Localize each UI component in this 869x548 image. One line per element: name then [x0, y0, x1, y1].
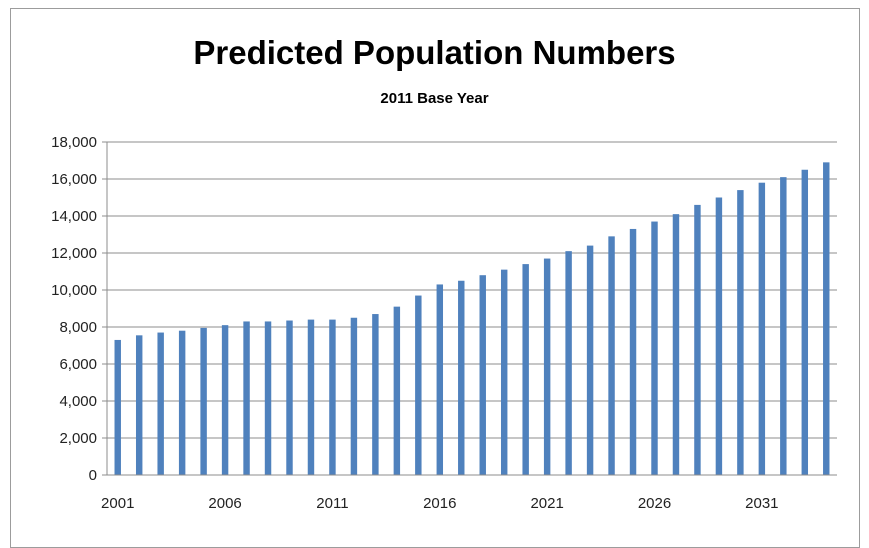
bar-2027 [672, 214, 680, 475]
bar-2021 [543, 258, 551, 475]
x-tick-label: 2006 [208, 495, 241, 512]
x-tick-label: 2021 [530, 495, 563, 512]
chart-subtitle: 2011 Base Year [380, 90, 489, 107]
bar-2029 [715, 197, 723, 475]
bar-2034 [823, 162, 830, 475]
bar-2018 [479, 275, 486, 475]
bar-2014 [393, 306, 401, 475]
bar-2004 [178, 330, 186, 475]
y-tick-label: 10,000 [51, 282, 97, 299]
bar-2010 [307, 319, 315, 475]
bar-2007 [243, 321, 250, 475]
x-tick-label: 2031 [745, 495, 778, 512]
chart-title: Predicted Population Numbers [193, 34, 676, 71]
y-tick-label: 2,000 [59, 430, 97, 447]
bar-2016 [436, 284, 444, 475]
bar-2002 [135, 335, 143, 475]
bar-2022 [565, 251, 572, 475]
bar-chart: 0 2,000 4,000 6,000 8,000 10,000 12,000 14,000 1… [51, 134, 837, 512]
bar-2011 [329, 319, 336, 475]
bar-2025 [629, 228, 637, 475]
bar-2001 [114, 339, 121, 475]
bar-2023 [586, 245, 594, 475]
bar-2031 [758, 182, 766, 475]
x-tick-label: 2001 [101, 495, 134, 512]
y-tick-label: 14,000 [51, 208, 97, 225]
bar-2006 [221, 325, 229, 475]
bar-2028 [694, 204, 701, 475]
x-axis: 2001 2006 2011 2016 2021 2026 2031 [101, 474, 837, 512]
x-tick-label: 2016 [423, 495, 456, 512]
y-tick-label: 12,000 [51, 245, 97, 262]
bar-2026 [651, 221, 658, 475]
y-axis: 0 2,000 4,000 6,000 8,000 10,000 12,000 14,000 1… [51, 134, 108, 484]
gridlines [107, 141, 837, 439]
bar-2017 [458, 280, 465, 475]
bar-2005 [200, 327, 207, 475]
bar-series [114, 162, 830, 475]
bar-2009 [286, 320, 293, 475]
bar-2032 [780, 177, 787, 475]
bar-2030 [737, 190, 744, 475]
y-tick-label: 6,000 [59, 356, 97, 373]
y-tick-label: 16,000 [51, 171, 97, 188]
bar-2024 [608, 236, 615, 475]
x-tick-label: 2011 [316, 495, 348, 512]
bar-2013 [372, 314, 379, 475]
y-tick-label: 4,000 [59, 393, 97, 410]
x-tick-label: 2026 [638, 495, 671, 512]
bar-2003 [157, 332, 164, 475]
bar-2012 [350, 317, 358, 475]
y-tick-label: 0 [89, 467, 97, 484]
bar-2033 [801, 169, 809, 475]
y-tick-label: 18,000 [51, 134, 97, 151]
bar-2019 [500, 269, 508, 475]
y-tick-label: 8,000 [59, 319, 97, 336]
bar-2015 [415, 295, 422, 475]
bar-2008 [264, 321, 272, 475]
bar-2020 [522, 264, 529, 475]
